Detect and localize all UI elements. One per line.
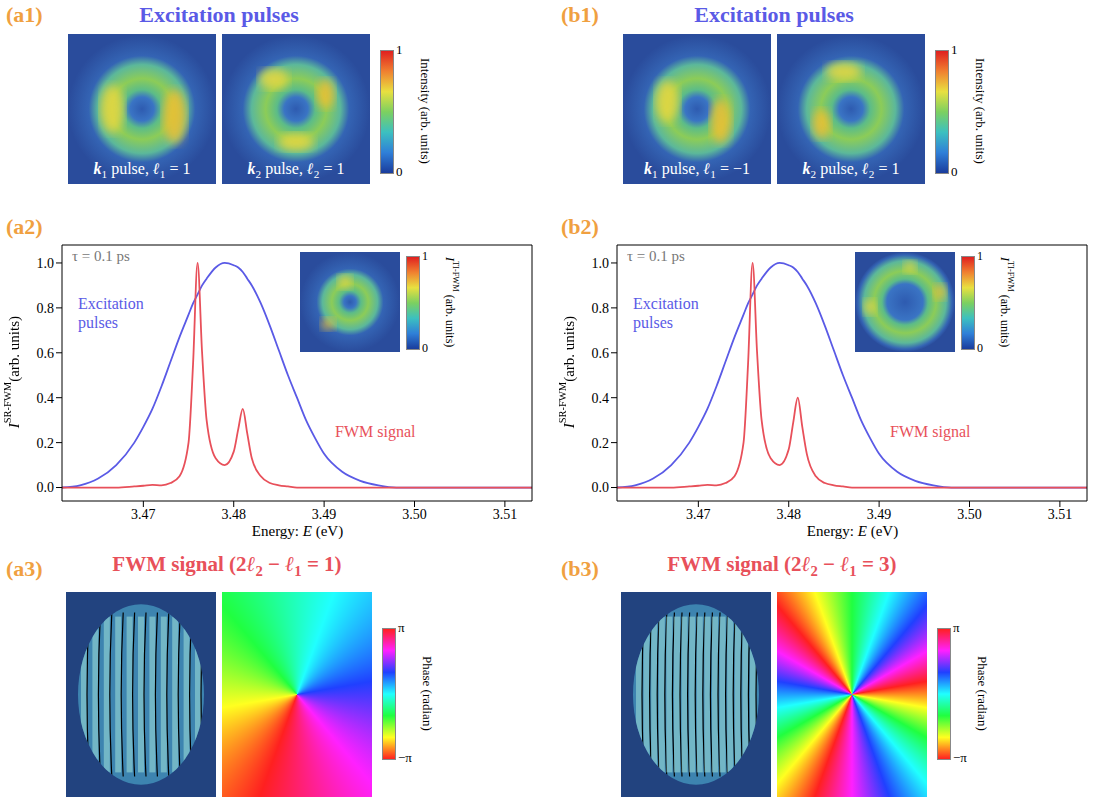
html-text:FWM signal: FWM signal [890,423,971,440]
svg-text:3.50: 3.50 [402,507,427,522]
html-text:Intensity (arb. units): Intensity (arb. units) [973,58,988,164]
html-text:SR-FWM: SR-FWM [556,382,568,424]
html-text:Excitation pulses: Excitation pulses [633,295,699,331]
svg-text:3.47: 3.47 [131,507,156,522]
svg-text:1.0: 1.0 [592,256,610,271]
html-text:I: I [443,256,457,261]
html-text:(arb. units): (arb. units) [443,291,457,348]
html-text:τ = 0.1 ps: τ = 0.1 ps [72,248,130,264]
html-text:0: 0 [396,164,403,179]
html-text:k1pulse, ℓ1= 1: k1pulse, ℓ1= 1 [93,159,191,180]
html-text:π: π [953,620,960,635]
svg-text:0.6: 0.6 [37,346,55,361]
html-text:0: 0 [422,341,428,355]
html-text:Excitation pulses: Excitation pulses [694,2,854,27]
svg-text:3.48: 3.48 [221,507,246,522]
html-text:I: I [560,423,577,429]
html-text:Energy: E (eV): Energy: E (eV) [806,523,899,539]
html-text:Excitation pulses: Excitation pulses [139,2,299,27]
html-text:FWM signal (2 ℓ2− ℓ1= 1): FWM signal (2 ℓ2− ℓ1= 1) [112,552,342,580]
html-text:(a3): (a3) [6,556,43,581]
svg-text:3.51: 3.51 [1048,507,1073,522]
svg-text:1.0: 1.0 [37,256,55,271]
svg-text:0.4: 0.4 [37,391,55,406]
html-text:I: I [998,256,1012,261]
html-text:1: 1 [951,42,958,57]
html-text:Intensity (arb. units): Intensity (arb. units) [418,58,433,164]
html-text:π: π [398,620,405,635]
html-text:k2pulse, ℓ2= 1: k2pulse, ℓ2= 1 [802,159,900,180]
svg-text:0.8: 0.8 [37,301,55,316]
svg-text:0.8: 0.8 [592,301,610,316]
html-text:(a1): (a1) [6,2,43,27]
html-text:TI-FWM: TI-FWM [1006,260,1015,292]
svg-text:3.48: 3.48 [776,507,801,522]
html-text:(arb. units): (arb. units) [5,316,22,383]
html-text:0: 0 [977,341,983,355]
html-text:(arb. units): (arb. units) [998,291,1012,348]
svg-text:0.0: 0.0 [592,480,610,495]
html-text:1: 1 [422,249,428,263]
html-text:(b3): (b3) [561,556,599,581]
html-text:FWM signal (2 ℓ2− ℓ1= 3): FWM signal (2 ℓ2− ℓ1= 3) [667,552,897,580]
html-text:Energy: E (eV): Energy: E (eV) [251,523,344,539]
html-text:0: 0 [951,164,958,179]
html-text:FWM signal: FWM signal [335,423,416,440]
svg-text:3.49: 3.49 [312,507,337,522]
html-text:SR-FWM: SR-FWM [1,382,13,424]
svg-text:3.49: 3.49 [867,507,892,522]
svg-text:0.6: 0.6 [592,346,610,361]
svg-text:0.4: 0.4 [592,391,610,406]
html-text:Excitation pulses: Excitation pulses [78,295,144,331]
svg-text:3.47: 3.47 [686,507,711,522]
svg-text:3.51: 3.51 [493,507,518,522]
html-text:TI-FWM: TI-FWM [451,260,460,292]
html-text:−π: −π [398,750,412,765]
html-text:τ = 0.1 ps: τ = 0.1 ps [627,248,685,264]
html-text:k2pulse, ℓ2= 1: k2pulse, ℓ2= 1 [247,159,345,180]
svg-text:0.0: 0.0 [37,480,55,495]
html-text:(b2): (b2) [561,214,599,239]
svg-text:0.2: 0.2 [592,436,610,451]
html-text:Phase (radian): Phase (radian) [975,655,990,731]
html-text:k1pulse, ℓ1= −1: k1pulse, ℓ1= −1 [644,159,750,180]
html-text:−π: −π [953,750,967,765]
html-text:1: 1 [977,249,983,263]
svg-text:3.50: 3.50 [957,507,982,522]
svg-text:0.2: 0.2 [37,436,55,451]
html-text:(b1): (b1) [561,2,599,27]
html-text:(a2): (a2) [6,214,43,239]
html-text:1: 1 [396,42,403,57]
html-text:(arb. units): (arb. units) [560,316,577,383]
html-text:I: I [5,423,22,429]
html-text:Phase (radian): Phase (radian) [420,655,435,731]
